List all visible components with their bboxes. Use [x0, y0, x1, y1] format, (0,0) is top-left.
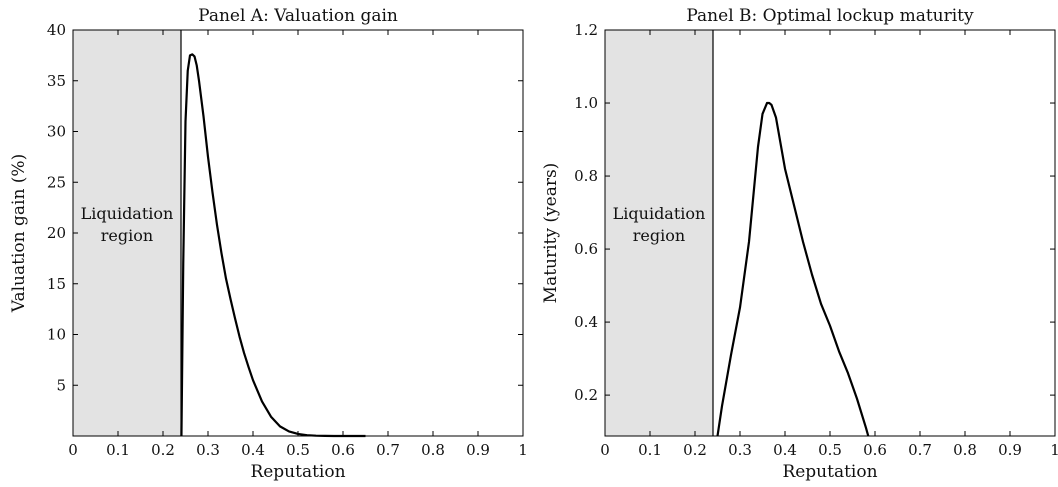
panel-b-y-axis-label: Maturity (years): [541, 163, 561, 304]
x-tick-label: 0.8: [953, 441, 977, 459]
y-tick-label: 0.4: [574, 313, 598, 331]
panel-b-region-label-line1: Liquidation: [613, 204, 706, 223]
panel-b-series: [716, 101, 870, 437]
y-tick-label: 30: [47, 123, 66, 141]
series-line: [180, 53, 366, 438]
x-tick-label: 0.5: [818, 441, 842, 459]
panel-a-liquidation-shade: [73, 30, 181, 436]
y-tick-label: 0.8: [574, 167, 598, 185]
x-tick-label: 0.2: [151, 441, 175, 459]
panel-b-region-label-line2: region: [633, 226, 685, 245]
x-tick-label: 0.1: [106, 441, 130, 459]
y-tick-label: 1.2: [574, 21, 598, 39]
x-tick-label: 1: [518, 441, 528, 459]
y-tick-label: 15: [47, 275, 66, 293]
panel-b-x-axis-label: Reputation: [782, 462, 877, 482]
panel-a-series: [180, 53, 366, 438]
y-tick-label: 40: [47, 21, 66, 39]
panel-b-ticks: 0 0.1 0.2 0.3 0.4 0.5 0.6 0.7 0.8 0.9 1 0.2 0.4 0.6 0.…: [574, 21, 1058, 459]
panel-a-y-axis-label: Valuation gain (%): [9, 154, 29, 313]
panel-b: Liquidation region 0 0.1 0.2 0.3 0.4 0.5 0.6 0.…: [541, 6, 1058, 482]
panel-b-title: Panel B: Optimal lockup maturity: [686, 6, 974, 26]
y-tick-label: 10: [47, 326, 66, 344]
panel-a-x-axis-label: Reputation: [250, 462, 345, 482]
panel-a-region-label-line2: region: [101, 226, 153, 245]
x-tick-label: 0.7: [908, 441, 932, 459]
panel-a-frame: [72, 29, 524, 437]
x-tick-label: 0.2: [683, 441, 707, 459]
x-tick-label: 0.3: [196, 441, 220, 459]
y-tick-label: 5: [56, 376, 66, 394]
panel-a-title: Panel A: Valuation gain: [198, 6, 398, 26]
x-tick-label: 1: [1050, 441, 1058, 459]
panel-b-frame: [604, 29, 1056, 437]
x-tick-label: 0.5: [286, 441, 310, 459]
x-tick-label: 0.6: [863, 441, 887, 459]
x-tick-label: 0.6: [331, 441, 355, 459]
x-tick-label: 0.7: [376, 441, 400, 459]
x-tick-label: 0.8: [421, 441, 445, 459]
y-tick-label: 35: [47, 72, 66, 90]
y-tick-label: 1.0: [574, 94, 598, 112]
panel-a-region-label-line1: Liquidation: [81, 204, 174, 223]
panel-b-liquidation-shade: [605, 30, 713, 436]
x-tick-label: 0: [600, 441, 610, 459]
x-tick-label: 0.4: [773, 441, 797, 459]
x-tick-label: 0: [68, 441, 78, 459]
panel-a: Liquidation region 0 0.1 0.2 0.3 0.4 0.5 0.6 0.…: [9, 6, 528, 482]
y-tick-label: 25: [47, 173, 66, 191]
panel-a-ticks: 0 0.1 0.2 0.3 0.4 0.5 0.6 0.7 0.8 0.9 151015202530…: [47, 21, 528, 459]
x-tick-label: 0.3: [728, 441, 752, 459]
y-tick-label: 20: [47, 224, 66, 242]
x-tick-label: 0.1: [638, 441, 662, 459]
x-tick-label: 0.4: [241, 441, 265, 459]
y-tick-label: 0.6: [574, 240, 598, 258]
y-tick-label: 0.2: [574, 386, 598, 404]
x-tick-label: 0.9: [998, 441, 1022, 459]
x-tick-label: 0.9: [466, 441, 490, 459]
series-line: [716, 101, 870, 437]
